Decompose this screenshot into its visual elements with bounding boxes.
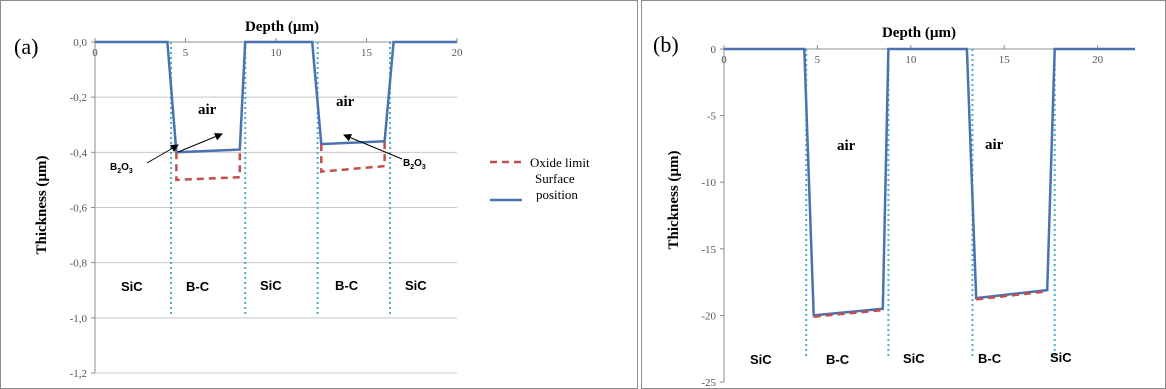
- legend-surface-label-line2: position: [536, 187, 578, 202]
- b-x-axis-title: Depth (µm): [882, 25, 956, 41]
- b-axes: [720, 45, 1135, 383]
- b-y-axis-title: Thickness (µm): [666, 150, 682, 249]
- a-series-oxide-limit-line-2: [320, 141, 386, 173]
- panel-label-a: (a): [14, 34, 38, 59]
- legend-oxide-label: Oxide limit: [530, 155, 590, 170]
- b-x-tick-label-4: 20: [1092, 54, 1104, 66]
- a-y-axis-title: Thickness (µm): [34, 155, 50, 254]
- b-region-label-sic-2: SiC: [903, 351, 925, 366]
- a-x-tick-label-2: 10: [271, 47, 283, 59]
- a-y-tick-label-5: -1,0: [70, 313, 88, 325]
- a-y-tick-label-3: -0,6: [70, 203, 88, 215]
- b-region-label-bc-2: B-C: [978, 351, 1002, 366]
- b-y-tick-label-1: -5: [707, 111, 717, 123]
- b-boundaries: [805, 49, 1056, 358]
- b-series-oxide-limit-line-2: [976, 290, 1048, 301]
- a-b2o3-label-right: B2O3: [403, 158, 426, 171]
- chart-a-svg: 0 5 10 15 200,0-0,2-0,4-0,6-0,8-1,0-1,2 (a) …: [14, 19, 590, 380]
- a-b2o3-label-left: B2O3: [110, 162, 133, 175]
- a-region-label-bc-1: B-C: [186, 279, 210, 294]
- a-series-oxide-limit-line: [175, 149, 242, 182]
- a-region-label-sic-3: SiC: [405, 278, 427, 293]
- legend-surface-label-line1: Surface: [535, 171, 575, 186]
- chart-panel-a: 0 5 10 15 20 0,0 -0,2 -0,4 -0,6 -0,8 -1,0 -1,2 (a) …: [0, 0, 638, 389]
- chart-b-svg: 0 5 10 15 20 0 -5 -10 -15 -20 -25 (b) Depth (µm) T…: [653, 25, 1135, 389]
- a-x-tick-label-4: 20: [452, 47, 464, 59]
- chart-panel-b: 0 5 10 15 20 0 -5 -10 -15 -20 -25 (b) Depth (µm) T…: [641, 0, 1166, 389]
- a-x-axis-title: Depth (µm): [245, 19, 319, 35]
- b-y-tick-label-0: 0: [711, 44, 717, 56]
- a-y-tick-label-4: -0,8: [70, 258, 88, 270]
- a-y-tick-label-1: -0,2: [70, 92, 87, 104]
- a-region-label-sic-1: SiC: [121, 279, 143, 294]
- panel-label-b: (b): [653, 32, 679, 57]
- a-boundaries: [170, 42, 392, 317]
- a-annotation-arrow-3: [343, 133, 403, 160]
- a-air-label-1: air: [198, 102, 217, 118]
- a-region-label-sic-2: SiC: [260, 278, 282, 293]
- a-annotation-arrow-1: [146, 144, 179, 164]
- a-legend: Oxide limit Surface position: [490, 155, 590, 202]
- a-gridlines: [95, 96, 457, 374]
- b-x-tick-label-1: 5: [815, 54, 821, 66]
- b-x-tick-label-0: 0: [721, 54, 727, 66]
- b-x-tick-label-3: 15: [999, 54, 1011, 66]
- a-y-tick-label-6: -1,2: [70, 368, 87, 380]
- b-y-tick-label-2: -10: [701, 177, 716, 189]
- b-series: [724, 47, 1135, 318]
- a-axes: [91, 38, 458, 374]
- b-region-label-sic-1: SiC: [750, 352, 772, 367]
- a-air-label-2: air: [336, 94, 355, 110]
- a-annotation-arrow-2: [177, 132, 223, 153]
- b-tick-labels: 0 5 10 15 20 0 -5 -10 -15 -20 -25: [701, 44, 1103, 389]
- b-y-tick-label-3: -15: [701, 244, 716, 256]
- b-series-surface-position-line: [724, 47, 1135, 317]
- a-region-label-bc-2: B-C: [335, 278, 359, 293]
- a-tick-labels: 0 5 10 15 20 0,0 -0,2 -0,4 -0,6 -0,8 -1,0 -1,2: [70, 37, 463, 380]
- a-series: [95, 40, 457, 182]
- b-air-label-2: air: [985, 137, 1004, 153]
- b-y-tick-label-5: -25: [701, 377, 716, 389]
- b-region-label-sic-3: SiC: [1050, 350, 1072, 365]
- a-series-surface-position-line: [95, 40, 457, 154]
- b-x-tick-label-2: 10: [905, 54, 917, 66]
- a-x-tick-label-0: 0: [92, 47, 98, 59]
- b-air-label-1: air: [837, 138, 856, 154]
- a-x-tick-label-1: 5: [183, 47, 189, 59]
- b-y-tick-label-4: -20: [701, 310, 716, 322]
- a-y-tick-label-0: 0,0: [73, 37, 87, 49]
- b-region-label-bc-1: B-C: [826, 352, 850, 367]
- a-y-tick-label-2: -0,4: [70, 147, 88, 159]
- a-x-tick-label-3: 15: [361, 47, 373, 59]
